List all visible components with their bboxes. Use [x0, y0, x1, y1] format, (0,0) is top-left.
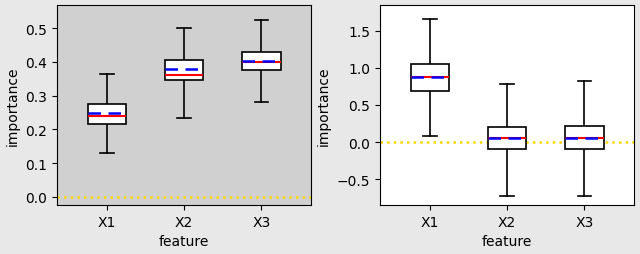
Bar — [411, 65, 449, 92]
Bar — [565, 126, 604, 150]
Bar — [165, 61, 204, 81]
Bar — [242, 53, 280, 71]
Bar — [488, 128, 527, 150]
Y-axis label: importance: importance — [6, 66, 20, 145]
X-axis label: feature: feature — [482, 234, 532, 248]
X-axis label: feature: feature — [159, 234, 209, 248]
Bar — [88, 105, 126, 125]
Y-axis label: importance: importance — [317, 66, 331, 145]
